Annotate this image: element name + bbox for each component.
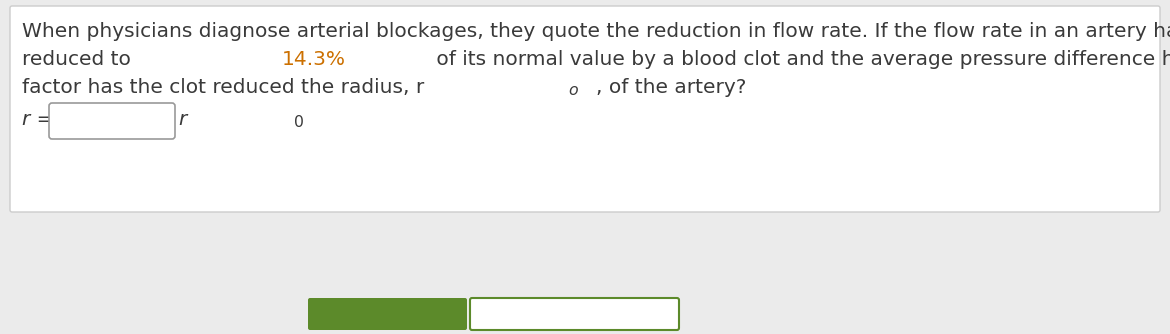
FancyBboxPatch shape [49, 103, 176, 139]
Text: When physicians diagnose arterial blockages, they quote the reduction in flow ra: When physicians diagnose arterial blocka… [22, 22, 1170, 41]
Text: of its normal value by a blood clot and the average pressure difference has incr: of its normal value by a blood clot and … [429, 50, 1170, 69]
Text: , of the artery?: , of the artery? [597, 78, 746, 97]
FancyBboxPatch shape [308, 298, 467, 330]
Text: 14.3%: 14.3% [281, 50, 345, 69]
Text: reduced to: reduced to [22, 50, 137, 69]
FancyBboxPatch shape [470, 298, 679, 330]
FancyBboxPatch shape [11, 6, 1159, 212]
Text: 0: 0 [295, 115, 304, 130]
Text: r: r [178, 110, 186, 129]
Text: o: o [569, 83, 578, 98]
Text: r =: r = [22, 110, 54, 129]
Text: factor has the clot reduced the radius, r: factor has the clot reduced the radius, … [22, 78, 425, 97]
